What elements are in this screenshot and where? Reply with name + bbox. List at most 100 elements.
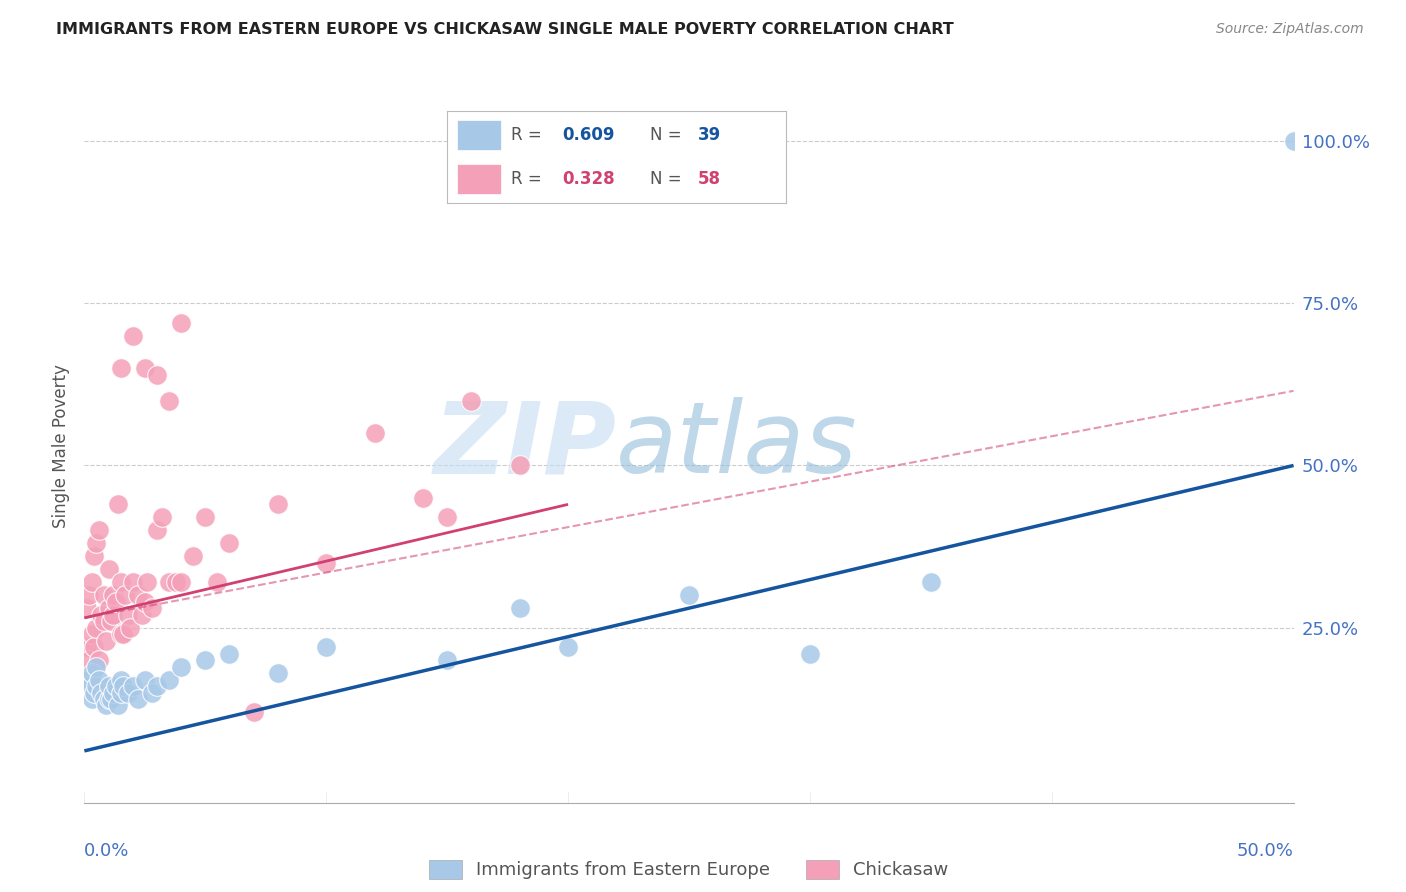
Point <box>165 575 187 590</box>
Point <box>117 607 139 622</box>
Point <box>315 556 337 570</box>
Point <box>678 588 700 602</box>
Point <box>87 653 110 667</box>
Point <box>112 627 135 641</box>
Point <box>112 679 135 693</box>
Point <box>86 621 108 635</box>
Point <box>157 575 180 590</box>
Y-axis label: Single Male Poverty: Single Male Poverty <box>52 364 70 528</box>
Point <box>218 536 240 550</box>
Point <box>141 601 163 615</box>
Point <box>80 627 103 641</box>
Point <box>80 575 103 590</box>
Point <box>141 685 163 699</box>
Point <box>77 588 100 602</box>
Point <box>93 614 115 628</box>
Point <box>94 698 117 713</box>
Point <box>76 673 98 687</box>
Point <box>170 575 193 590</box>
Point <box>97 679 120 693</box>
Point <box>104 679 127 693</box>
Text: ZIP: ZIP <box>433 398 616 494</box>
Point <box>460 393 482 408</box>
Point <box>76 640 98 654</box>
Point <box>363 425 385 440</box>
Point <box>150 510 173 524</box>
Point <box>110 627 132 641</box>
Point <box>267 497 290 511</box>
Point <box>557 640 579 654</box>
Point <box>83 640 105 654</box>
Point <box>86 659 108 673</box>
Point <box>110 361 132 376</box>
Point <box>436 510 458 524</box>
Point <box>90 685 112 699</box>
Point <box>97 692 120 706</box>
Point <box>83 685 105 699</box>
Point <box>181 549 204 564</box>
Point <box>146 679 169 693</box>
Text: Source: ZipAtlas.com: Source: ZipAtlas.com <box>1216 22 1364 37</box>
Point <box>134 595 156 609</box>
Point <box>218 647 240 661</box>
Point <box>107 698 129 713</box>
Point <box>194 510 217 524</box>
Text: atlas: atlas <box>616 398 858 494</box>
Point <box>436 653 458 667</box>
Point <box>80 692 103 706</box>
Point <box>77 679 100 693</box>
Point <box>104 595 127 609</box>
Point <box>509 601 531 615</box>
Point <box>242 705 264 719</box>
Point <box>83 549 105 564</box>
Point <box>121 575 143 590</box>
Point <box>97 601 120 615</box>
Point <box>117 685 139 699</box>
Point <box>86 679 108 693</box>
Point <box>110 685 132 699</box>
Point <box>267 666 290 681</box>
Point <box>107 497 129 511</box>
Point <box>77 653 100 667</box>
Point <box>100 692 122 706</box>
Point <box>97 562 120 576</box>
Point <box>131 607 153 622</box>
Point <box>134 361 156 376</box>
Text: 50.0%: 50.0% <box>1237 842 1294 860</box>
Point <box>170 659 193 673</box>
Point <box>194 653 217 667</box>
Point <box>509 458 531 473</box>
Point <box>146 524 169 538</box>
Point <box>799 647 821 661</box>
Point <box>110 673 132 687</box>
Point <box>121 328 143 343</box>
Point <box>121 679 143 693</box>
Point <box>207 575 229 590</box>
Point <box>136 575 159 590</box>
Point <box>170 316 193 330</box>
Point <box>87 524 110 538</box>
Point <box>315 640 337 654</box>
Text: IMMIGRANTS FROM EASTERN EUROPE VS CHICKASAW SINGLE MALE POVERTY CORRELATION CHAR: IMMIGRANTS FROM EASTERN EUROPE VS CHICKA… <box>56 22 955 37</box>
Point <box>93 588 115 602</box>
Point <box>103 588 125 602</box>
Point <box>76 601 98 615</box>
Legend: Immigrants from Eastern Europe, Chickasaw: Immigrants from Eastern Europe, Chickasa… <box>429 860 949 880</box>
Point <box>157 673 180 687</box>
Point <box>103 607 125 622</box>
Point <box>146 368 169 382</box>
Point <box>93 692 115 706</box>
Point <box>127 692 149 706</box>
Point <box>110 575 132 590</box>
Point <box>86 536 108 550</box>
Point <box>100 614 122 628</box>
Point <box>80 666 103 681</box>
Point <box>920 575 942 590</box>
Text: 0.0%: 0.0% <box>84 842 129 860</box>
Point <box>157 393 180 408</box>
Point <box>103 685 125 699</box>
Point <box>114 588 136 602</box>
Point <box>134 673 156 687</box>
Point <box>412 491 434 505</box>
Point <box>120 621 142 635</box>
